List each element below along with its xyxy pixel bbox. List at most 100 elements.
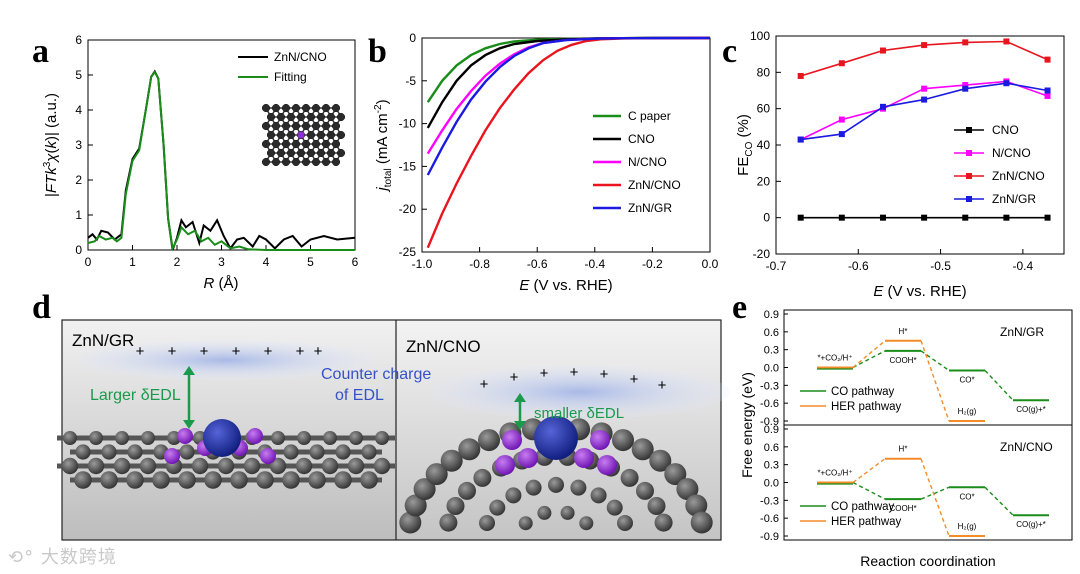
- positive-charge: +: [168, 343, 177, 360]
- data-point-c-4: [879, 103, 886, 110]
- data-point-c-3: [879, 47, 886, 54]
- carbon-atom: [620, 468, 639, 487]
- positive-charge: +: [630, 371, 639, 388]
- x-tick-label-b: -0.2: [642, 257, 663, 271]
- y-tick-label-b: -25: [399, 245, 417, 259]
- positive-charge: +: [540, 365, 549, 382]
- x-tick-label-a: 0: [85, 255, 92, 269]
- inset-atom: [271, 103, 281, 113]
- data-point-c-3: [962, 39, 969, 46]
- carbon-atom: [425, 463, 448, 486]
- y-tick-label-c: -20: [753, 247, 771, 261]
- carbon-atom: [439, 513, 458, 532]
- pathway-connector: [920, 486, 950, 500]
- carbon-atom: [87, 457, 105, 475]
- panel-a-label: a: [32, 33, 49, 70]
- panel-e-chart: 0.90.60.30.0-0.3-0.6-0.90.90.60.30.0-0.3…: [739, 309, 1073, 569]
- y-tick-label-e: -0.9: [760, 531, 779, 543]
- inset-atom: [311, 121, 321, 131]
- carbon-atom: [230, 471, 248, 489]
- carbon-atom: [458, 481, 476, 500]
- inset-atom: [281, 157, 291, 167]
- x-tick-label-c: -0.5: [930, 259, 951, 273]
- x-tick-label-b: 0.0: [702, 257, 719, 271]
- y-tick-label-e: -0.6: [760, 513, 779, 525]
- carbon-atom: [617, 515, 633, 531]
- nitrogen-atom: [260, 448, 276, 464]
- y-tick-label-e: 0.9: [764, 424, 779, 436]
- panel-a-xlabel: R (Å): [203, 275, 238, 292]
- inset-atom: [261, 139, 271, 149]
- step-label: H*: [899, 445, 908, 454]
- inset-atom: [306, 112, 316, 122]
- data-point-c-4: [1044, 87, 1051, 94]
- y-tick-label-c: 100: [750, 29, 770, 43]
- y-tick-label-a: 3: [75, 138, 82, 152]
- x-tick-label-a: 2: [174, 255, 181, 269]
- carbon-atom: [256, 471, 274, 489]
- positive-charge: +: [658, 377, 667, 394]
- x-tick-label-a: 4: [263, 255, 270, 269]
- data-point-c-1: [962, 214, 969, 221]
- carbon-atom: [440, 449, 463, 472]
- panel-d-left-title: ZnN/GR: [72, 331, 134, 350]
- y-tick-label-e: -0.9: [760, 416, 779, 428]
- panel-e-ylabel: Free energy (eV): [739, 372, 755, 478]
- legend-marker-c-3: [966, 173, 972, 179]
- series-line-b-5: [426, 36, 711, 176]
- legend-marker-c-4: [966, 196, 972, 202]
- data-point-c-1: [921, 214, 928, 221]
- pathway-connector: [984, 486, 1014, 516]
- carbon-atom: [690, 511, 713, 534]
- carbon-atom: [100, 471, 118, 489]
- panel-c-xlabel: E (V vs. RHE): [873, 283, 966, 300]
- energy-diagram-title: ZnN/CNO: [1000, 440, 1053, 454]
- data-point-c-2: [962, 82, 969, 89]
- inset-atom: [281, 139, 291, 149]
- carbon-atom: [473, 468, 492, 487]
- inset-atom: [291, 139, 301, 149]
- positive-charge: +: [600, 366, 609, 383]
- x-tick-label-a: 3: [218, 255, 225, 269]
- carbon-atom: [361, 444, 377, 460]
- data-point-c-2: [1044, 92, 1051, 99]
- carbon-atom: [178, 471, 196, 489]
- y-tick-label-e: 0.6: [764, 327, 779, 339]
- carbon-atom: [308, 471, 326, 489]
- legend-label-b-1: C paper: [628, 109, 671, 123]
- inset-atom: [316, 148, 326, 158]
- inset-structure-image: [261, 103, 346, 167]
- legend-label-a-2: Fitting: [274, 70, 307, 84]
- inset-atom: [311, 157, 321, 167]
- inset-atom: [301, 139, 311, 149]
- positive-charge: +: [136, 343, 145, 360]
- carbon-atom: [590, 487, 607, 504]
- carbon-atom: [63, 431, 77, 445]
- positive-charge: +: [232, 343, 241, 360]
- y-tick-label-a: 4: [75, 103, 82, 117]
- carbon-atom: [309, 444, 325, 460]
- inset-atom: [296, 148, 306, 158]
- edl-counter-charge-cloud-right: [430, 365, 730, 419]
- x-tick-label-a: 6: [352, 255, 359, 269]
- data-point-c-4: [797, 136, 804, 143]
- inset-atom: [281, 103, 291, 113]
- carbon-atom: [647, 497, 666, 515]
- carbon-atom: [191, 457, 209, 475]
- inset-atom: [291, 103, 301, 113]
- data-point-c-3: [921, 42, 928, 49]
- inset-atom: [286, 130, 296, 140]
- carbon-atom: [113, 457, 131, 475]
- data-point-c-2: [838, 116, 845, 123]
- inset-atom: [336, 130, 346, 140]
- x-tick-label-b: -1.0: [412, 257, 433, 271]
- positive-charge: +: [510, 369, 519, 386]
- energy-diagram-title: ZnN/GR: [1000, 325, 1044, 339]
- carbon-atom: [61, 457, 79, 475]
- carbon-atom: [570, 479, 587, 496]
- y-tick-label-a: 0: [75, 243, 82, 257]
- carbon-atom: [126, 471, 144, 489]
- legend-label-a-1: ZnN/CNO: [274, 50, 327, 64]
- pathway-connector: [852, 458, 886, 484]
- y-tick-label-a: 1: [75, 208, 82, 222]
